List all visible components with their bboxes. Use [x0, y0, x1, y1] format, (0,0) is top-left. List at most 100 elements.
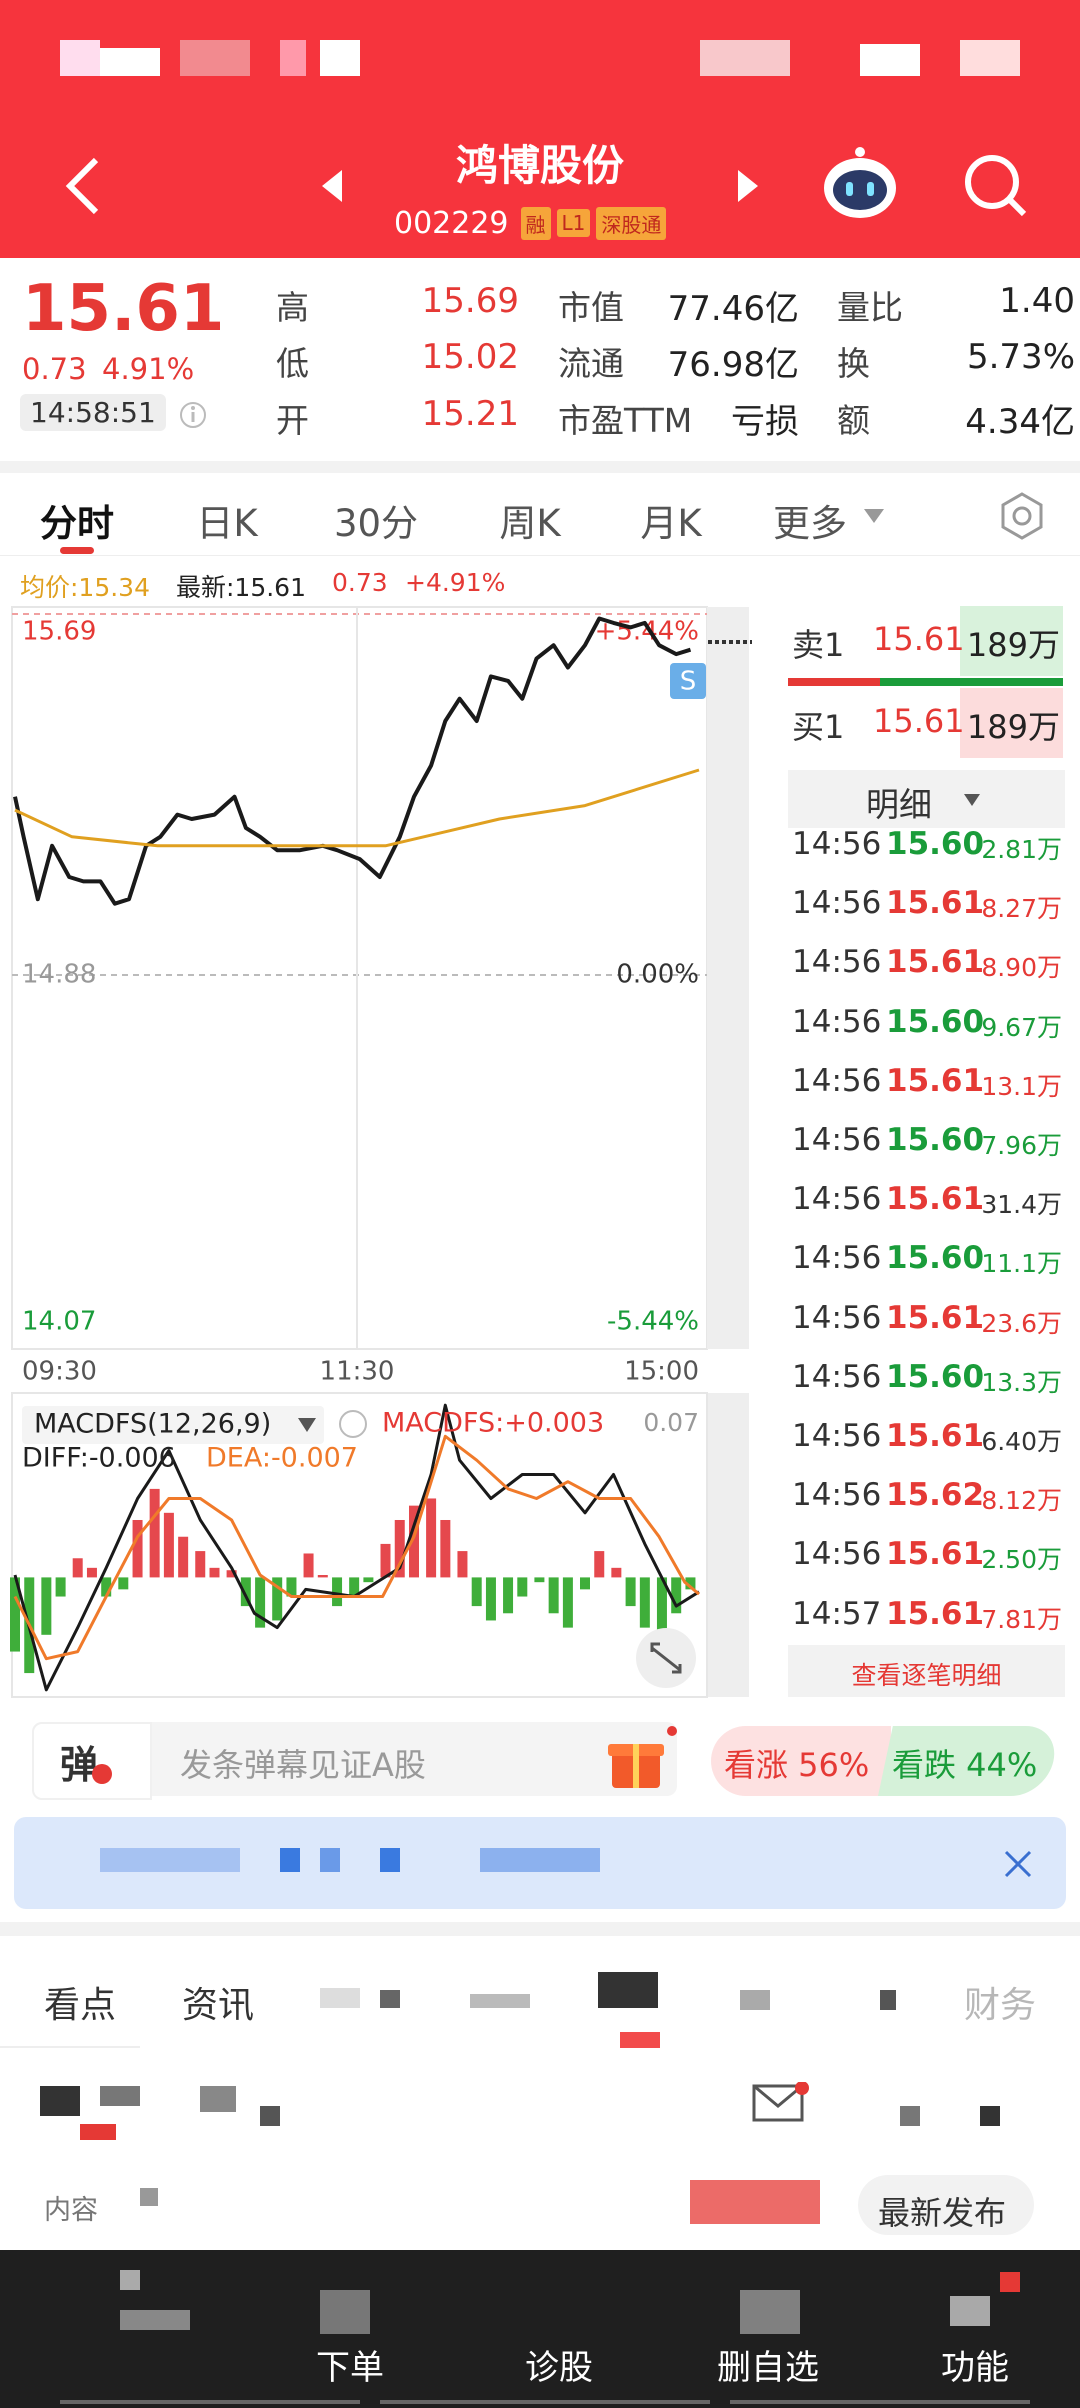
macd-bar	[440, 1519, 451, 1578]
macd-bar	[72, 1558, 83, 1578]
news-tab[interactable]: 看点	[43, 1985, 116, 2026]
trade-time: 14:56	[792, 1358, 882, 1395]
macd-bar	[471, 1577, 482, 1607]
period-tab[interactable]: 周K	[499, 502, 561, 545]
tab-blur	[320, 1988, 360, 2008]
macd-bar	[380, 1543, 391, 1578]
gift-icon[interactable]	[604, 1728, 668, 1794]
trade-volume: 8.90万	[981, 953, 1062, 983]
quote-label: 市盈TTM	[558, 401, 693, 440]
macd-bar	[426, 1498, 437, 1578]
back-icon[interactable]	[65, 157, 99, 215]
nav-blur	[950, 2296, 990, 2326]
latest-btn-label[interactable]: 最新发布	[878, 2194, 1007, 2232]
banner-close[interactable]	[1002, 1848, 1034, 1880]
trade-volume: 23.6万	[981, 1308, 1062, 1338]
period-tab[interactable]: 30分	[333, 502, 419, 545]
quote-label: 流通	[558, 344, 624, 383]
side-column	[707, 607, 749, 1349]
macd-bar	[317, 1575, 328, 1578]
banner-blur	[280, 1848, 300, 1872]
bull-pill[interactable]	[711, 1726, 891, 1796]
trade-price: 15.60	[886, 826, 985, 862]
assistant-icon[interactable]	[824, 147, 896, 218]
barrage-input[interactable]: 发条弹幕见证A股	[180, 1746, 426, 1784]
macd-bar	[10, 1577, 20, 1652]
status-blur	[700, 40, 790, 76]
next-stock[interactable]	[738, 170, 758, 202]
detail-title: 明细	[866, 785, 932, 824]
buy-price: 15.61	[873, 702, 965, 740]
content-blur	[980, 2106, 1000, 2126]
trade-time: 14:56	[792, 1299, 882, 1336]
change: 0.73	[22, 352, 87, 386]
barrage-badge[interactable]: 弹	[60, 1743, 99, 1787]
y-tick-label: 14.07	[22, 1307, 96, 1337]
side-column	[707, 1393, 749, 1697]
news-tab[interactable]: 资讯	[181, 1985, 254, 2026]
quote-label: 开	[276, 401, 309, 440]
macd-bar	[332, 1577, 343, 1607]
period-tab[interactable]: 分时	[40, 502, 114, 545]
price-line	[13, 1403, 700, 1692]
macd-bar	[303, 1553, 314, 1578]
quote-label: 市值	[558, 288, 624, 327]
trade-price: 15.60	[886, 1358, 985, 1395]
macd-bar	[562, 1577, 573, 1628]
search-icon[interactable]	[965, 155, 1027, 217]
macd-bar	[286, 1577, 297, 1597]
status-blur	[320, 40, 360, 76]
buy-label: 买1	[792, 708, 845, 746]
period-tab[interactable]: 更多	[773, 502, 847, 545]
nav-item[interactable]: 下单	[316, 2348, 384, 2388]
quote-value: 15.02	[421, 337, 519, 377]
nav-item[interactable]: 删自选	[717, 2348, 819, 2388]
macd-bar	[611, 1567, 622, 1578]
period-tab[interactable]: 月K	[640, 502, 702, 545]
news-tab[interactable]: 财务	[963, 1985, 1036, 2026]
trade-volume: 7.96万	[981, 1131, 1062, 1160]
macd-bar	[457, 1551, 468, 1578]
settings-icon[interactable]	[996, 490, 1048, 542]
info-icon[interactable]	[178, 400, 208, 430]
more-arrow[interactable]	[862, 507, 886, 527]
status-blur	[280, 40, 306, 76]
tab-blur	[598, 1972, 658, 2008]
y-tick-label: 15.69	[22, 617, 96, 647]
macd-bar	[517, 1577, 528, 1597]
more-detail[interactable]: 查看逐笔明细	[851, 1661, 1002, 1690]
trade-time: 14:56	[792, 1418, 882, 1454]
trade-volume: 11.1万	[981, 1249, 1062, 1279]
mail-icon[interactable]	[750, 2082, 810, 2126]
latest-btn[interactable]	[858, 2175, 1034, 2235]
nav-blur	[120, 2310, 190, 2330]
quote-time: 14:58:51	[20, 394, 166, 431]
trade-price: 15.61	[886, 1181, 985, 1218]
macd-bar	[149, 1488, 160, 1578]
status-blur	[60, 40, 100, 76]
trade-time: 14:56	[792, 826, 882, 862]
macd-bar	[209, 1567, 220, 1578]
stock-badge: 融	[520, 206, 551, 240]
nav-item[interactable]: 诊股	[525, 2348, 593, 2388]
status-blur	[100, 48, 160, 76]
macd-bar	[272, 1577, 283, 1621]
trade-time: 14:56	[792, 885, 882, 922]
stock-code: 002229	[394, 205, 509, 241]
macd-bar	[639, 1577, 650, 1628]
tab-blur	[470, 1994, 530, 2008]
nav-item[interactable]: 功能	[941, 2348, 1009, 2388]
prev-stock[interactable]	[322, 170, 342, 202]
macd-bar	[485, 1577, 496, 1621]
macd-bar	[195, 1551, 206, 1578]
detail-arrow[interactable]	[962, 792, 982, 808]
barrage-badge-box	[32, 1722, 152, 1800]
period-tab[interactable]: 日K	[196, 502, 258, 545]
macd-bar	[240, 1577, 251, 1607]
macd-value: MACDFS:+0.003	[382, 1408, 604, 1439]
sell-volume: 189万	[966, 626, 1060, 664]
content-blur	[80, 2124, 116, 2140]
separator	[0, 1922, 1080, 1936]
